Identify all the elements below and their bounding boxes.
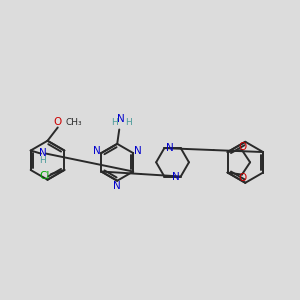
Text: N: N	[134, 146, 142, 155]
Text: N: N	[166, 143, 173, 153]
Text: Cl: Cl	[40, 171, 50, 181]
Text: N: N	[39, 148, 47, 158]
Text: H: H	[40, 156, 46, 165]
Text: N: N	[117, 114, 125, 124]
Text: O: O	[239, 142, 247, 152]
Text: O: O	[54, 117, 62, 127]
Text: N: N	[113, 181, 121, 191]
Text: O: O	[239, 173, 247, 183]
Text: N: N	[172, 172, 179, 182]
Text: H: H	[125, 118, 132, 127]
Text: H: H	[111, 118, 118, 127]
Text: N: N	[93, 146, 101, 155]
Text: CH₃: CH₃	[66, 118, 82, 127]
